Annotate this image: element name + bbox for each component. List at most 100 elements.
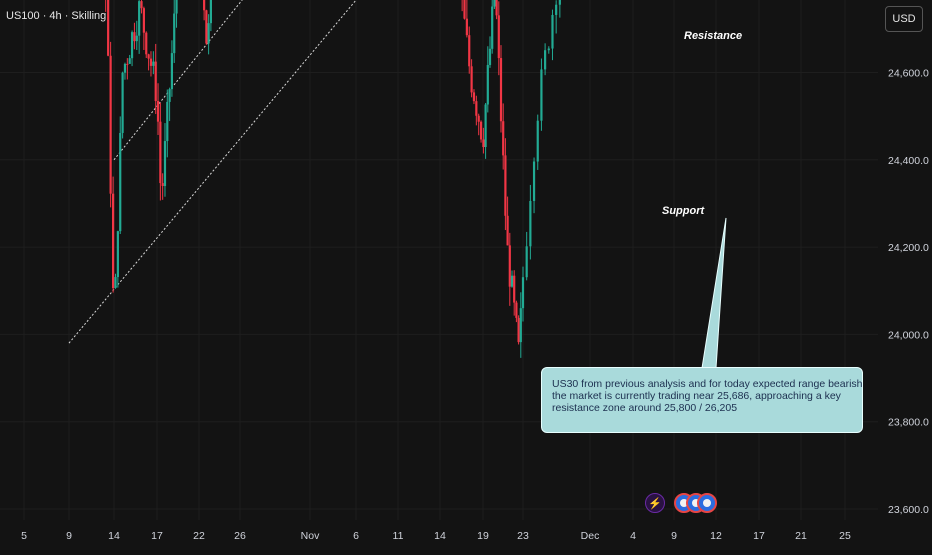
candle xyxy=(525,246,528,278)
time-tick-label: Nov xyxy=(301,530,320,542)
candle xyxy=(121,72,124,133)
candle xyxy=(472,92,476,102)
candles xyxy=(105,0,561,358)
candle xyxy=(130,32,134,59)
price-tick-label: 24,200.0 xyxy=(888,242,929,254)
time-tick-label: 26 xyxy=(234,530,246,542)
candle xyxy=(465,18,468,36)
candle xyxy=(149,58,153,66)
price-tick-label: 23,800.0 xyxy=(888,417,929,429)
time-tick-label: 4 xyxy=(630,530,636,542)
support-label: Support xyxy=(662,205,705,217)
candle xyxy=(517,317,520,343)
time-tick-label: 6 xyxy=(353,530,359,542)
time-tick-label: 25 xyxy=(839,530,851,542)
candle xyxy=(463,0,466,19)
candle xyxy=(491,6,494,49)
candle xyxy=(513,275,516,303)
candle xyxy=(510,275,514,287)
candle xyxy=(519,308,522,343)
candle xyxy=(107,0,110,56)
time-axis[interactable]: 5 9 14 17 22 26 Nov 6 11 14 19 23 Dec 4 9 12 17 21 25 xyxy=(21,530,851,542)
candle xyxy=(475,101,478,116)
candle xyxy=(504,155,507,216)
price-axis-background xyxy=(878,0,932,550)
currency-button[interactable]: USD xyxy=(885,6,923,32)
candle xyxy=(114,277,117,289)
candle xyxy=(116,231,119,278)
candle xyxy=(209,0,212,24)
candle xyxy=(175,0,178,14)
time-tick-label: Dec xyxy=(581,530,600,542)
resistance-label: Resistance xyxy=(684,30,742,42)
candle xyxy=(159,121,162,184)
note-line: the market is currently trading near 25,… xyxy=(552,390,841,402)
time-tick-label: 5 xyxy=(21,530,27,542)
time-tick-label: 19 xyxy=(477,530,489,542)
candle xyxy=(477,115,480,122)
time-tick-label: 14 xyxy=(108,530,120,542)
candle xyxy=(515,302,518,318)
candle xyxy=(123,63,127,73)
candle xyxy=(203,0,206,11)
candle xyxy=(495,0,498,16)
candle xyxy=(544,50,547,70)
candle xyxy=(470,66,473,93)
time-tick-label: 17 xyxy=(753,530,765,542)
price-tick-label: 23,600.0 xyxy=(888,504,929,516)
candle xyxy=(128,58,131,64)
candle xyxy=(133,32,136,42)
candle xyxy=(521,277,525,309)
price-axis[interactable]: 23,600.0 23,800.0 24,000.0 24,200.0 24,400.0… xyxy=(878,0,932,550)
us-flag-icon[interactable] xyxy=(697,493,717,513)
candle xyxy=(170,53,174,90)
candle xyxy=(154,61,157,102)
candle xyxy=(119,132,122,232)
time-tick-label: 22 xyxy=(193,530,205,542)
candle xyxy=(484,104,487,148)
flash-icon[interactable]: ⚡ xyxy=(645,493,665,513)
grid xyxy=(0,0,878,520)
candle xyxy=(555,4,558,15)
candle xyxy=(551,14,554,49)
symbol-title: US100 · 4h · Skilling xyxy=(6,10,107,22)
candle xyxy=(536,120,539,162)
candle xyxy=(161,183,164,187)
candle xyxy=(532,161,536,201)
time-tick-label: 14 xyxy=(434,530,446,542)
candle xyxy=(173,13,176,54)
price-tick-label: 24,000.0 xyxy=(888,329,929,341)
candle xyxy=(156,101,160,122)
candle xyxy=(168,89,171,102)
candle xyxy=(166,101,169,142)
note-line: US30 from previous analysis and for toda… xyxy=(552,378,863,390)
candle xyxy=(540,69,543,121)
time-tick-label: 9 xyxy=(66,530,72,542)
candle xyxy=(135,35,138,42)
candle xyxy=(488,48,492,65)
candle xyxy=(497,15,500,59)
candle xyxy=(479,121,483,140)
candle xyxy=(547,48,550,51)
time-tick-label: 12 xyxy=(710,530,722,542)
candle xyxy=(508,245,511,287)
candle xyxy=(529,200,532,247)
price-tick-label: 24,600.0 xyxy=(888,68,929,80)
candle xyxy=(147,54,150,59)
candle xyxy=(558,0,561,5)
candle xyxy=(138,1,141,36)
candle xyxy=(152,61,155,66)
time-tick-label: 23 xyxy=(517,530,529,542)
time-tick-label: 17 xyxy=(151,530,163,542)
candle xyxy=(140,1,143,9)
candle xyxy=(142,8,145,33)
candle xyxy=(506,215,509,246)
time-tick-label: 21 xyxy=(795,530,807,542)
note-callout-pointer xyxy=(701,217,727,369)
candle xyxy=(163,141,167,187)
candle xyxy=(207,23,210,44)
candle xyxy=(112,193,115,289)
candle xyxy=(482,139,485,148)
